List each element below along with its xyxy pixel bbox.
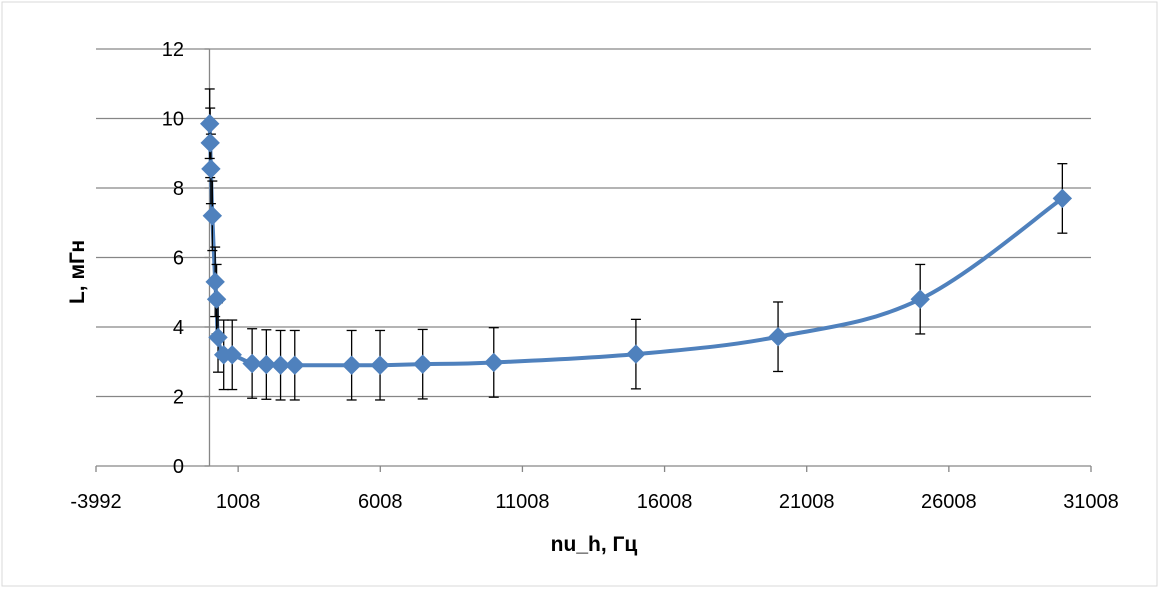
data-point [370,355,390,375]
y-tick-label: 2 [173,387,184,409]
y-tick-label: 10 [162,109,184,131]
x-tick-label: -3992 [70,491,121,513]
data-point [768,327,788,347]
x-tick-label: 6008 [358,491,403,513]
data-point [200,114,220,134]
data-point [910,289,930,309]
x-axis-title: nu_h, Гц [551,533,638,556]
y-tick-label: 6 [173,248,184,270]
y-tick-label: 8 [173,178,184,200]
data-markers [200,114,1073,375]
y-tick-label: 0 [173,456,184,478]
x-tick-label: 11008 [495,491,549,513]
x-tick-label: 21008 [779,491,835,513]
x-tick-label: 16008 [637,491,693,513]
x-tick-label: 1008 [216,491,261,513]
data-point [341,355,362,375]
x-tick-label: 31008 [1063,491,1119,513]
data-point [484,352,504,373]
data-point [412,354,433,374]
data-point [205,272,225,292]
data-point [256,354,277,375]
x-tick-label: 26008 [921,491,977,513]
data-point [208,327,228,348]
data-point [202,206,223,226]
data-point [626,344,646,364]
tick-labels: 0 2 4 6 8 10 12 -3992 1008 6008 11008 16008 21008 260… [70,39,1118,513]
data-point [285,355,305,375]
y-axis-title: L, мГн [66,240,89,304]
data-point [200,133,220,153]
y-tick-label: 4 [173,317,184,339]
y-tick-label: 12 [162,39,184,61]
data-point [1052,188,1073,209]
gridlines [96,48,1091,398]
data-point [242,353,262,374]
data-point [222,345,242,365]
data-point [270,355,291,375]
data-point [201,159,221,179]
data-point [206,289,227,309]
